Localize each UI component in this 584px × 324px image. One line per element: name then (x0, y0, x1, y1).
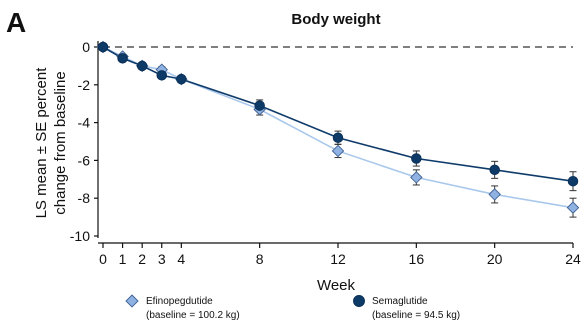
y-tick-label: -8 (78, 190, 91, 206)
data-point-efinopegdutide (410, 171, 423, 184)
y-tick-label: -4 (78, 115, 91, 131)
x-tick-label: 24 (565, 251, 581, 267)
y-tick-label: 0 (82, 39, 90, 55)
x-tick-label: 8 (256, 251, 264, 267)
x-tick-label: 1 (119, 251, 127, 267)
y-axis-label-line-1: LS mean ± SE percent (33, 67, 50, 219)
legend-baseline-semaglutide: (baseline = 94.5 kg) (372, 310, 460, 321)
y-tick-label: -2 (78, 77, 91, 93)
series-line-efinopegdutide (102, 46, 574, 209)
legend-item-efinopegdutide: Efinopegdutide (baseline = 100.2 kg) (125, 294, 240, 321)
panel-label: A (6, 7, 26, 38)
x-tick-label: 4 (177, 251, 185, 267)
legend-diamond-marker (125, 294, 139, 308)
data-point-semaglutide (332, 132, 344, 143)
chart-title: Body weight (291, 11, 380, 28)
x-axis-label: Week (317, 277, 356, 294)
legend-baseline-efinopegdutide: (baseline = 100.2 kg) (146, 310, 240, 321)
data-point-efinopegdutide (488, 188, 501, 201)
x-tick-label: 2 (138, 251, 146, 267)
data-point-semaglutide (97, 41, 109, 53)
legend-circle-marker (353, 295, 365, 307)
legend-item-semaglutide: Semaglutide (baseline = 94.5 kg) (353, 295, 460, 321)
legend-label-efinopegdutide: Efinopegdutide (146, 296, 213, 307)
series-line-semaglutide (102, 46, 574, 182)
legend: Efinopegdutide (baseline = 100.2 kg) Sem… (125, 294, 460, 321)
data-point-semaglutide (567, 175, 579, 187)
x-tick-label: 0 (99, 251, 107, 267)
x-tick-label: 12 (330, 251, 346, 267)
y-tick-label: -10 (70, 228, 90, 244)
data-point-semaglutide (176, 73, 187, 85)
plot-area: 0-2-4-6-8-100 1 2 3 4 8 12 16 20 24 (70, 39, 581, 267)
y-tick-label: -6 (78, 152, 91, 168)
legend-label-semaglutide: Semaglutide (372, 296, 428, 307)
data-point-efinopegdutide (566, 201, 580, 214)
x-tick-label: 16 (409, 251, 425, 267)
data-point-efinopegdutide (331, 144, 345, 158)
data-point-semaglutide (411, 153, 422, 164)
data-point-semaglutide (136, 60, 148, 72)
y-axis-label-line-2: change from baseline (52, 71, 69, 214)
data-point-semaglutide (117, 53, 128, 64)
y-axis-title: LS mean ± SE percent change from baselin… (33, 67, 69, 219)
data-point-semaglutide (254, 100, 265, 111)
data-point-semaglutide (489, 164, 500, 176)
x-tick-label: 3 (158, 251, 166, 267)
data-point-semaglutide (156, 70, 167, 81)
x-tick-label: 20 (487, 251, 503, 267)
